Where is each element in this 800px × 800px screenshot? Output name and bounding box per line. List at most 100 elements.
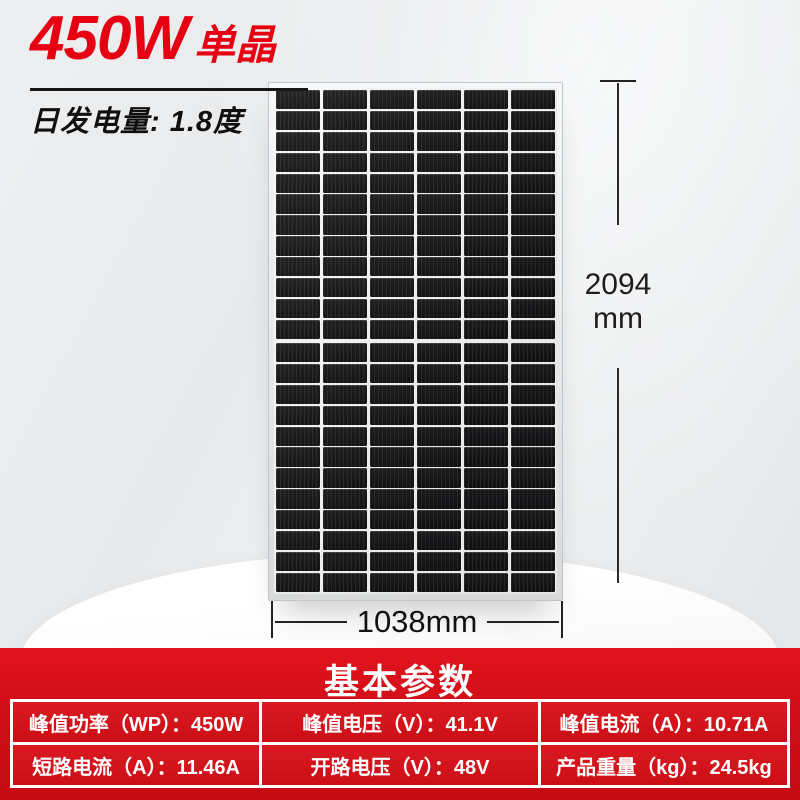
solar-cell [370, 530, 414, 551]
solar-cell [417, 319, 461, 339]
solar-cell [323, 173, 367, 193]
solar-cell [323, 131, 367, 152]
solar-cell [511, 319, 555, 339]
solar-cell [464, 384, 508, 405]
solar-cell [417, 384, 461, 405]
solar-cell [511, 572, 555, 592]
solar-cell [370, 194, 414, 214]
solar-cell [276, 236, 320, 256]
solar-cell [276, 110, 320, 131]
solar-cell [276, 489, 320, 509]
height-unit: mm [593, 302, 643, 335]
solar-cell [323, 319, 367, 339]
solar-cell [276, 551, 320, 572]
solar-cell [276, 257, 320, 277]
solar-cell [370, 510, 414, 530]
solar-cell [417, 257, 461, 277]
solar-cell [464, 277, 508, 298]
solar-cell [323, 468, 367, 488]
solar-cell [464, 152, 508, 172]
solar-cell [511, 447, 555, 467]
dimension-tick-top [600, 80, 636, 82]
dimension-line-lower [617, 368, 619, 583]
solar-cell [276, 298, 320, 319]
solar-cell [323, 572, 367, 592]
solar-cell [417, 551, 461, 572]
solar-cell [370, 363, 414, 384]
solar-cell [323, 405, 367, 425]
solar-cell [511, 257, 555, 277]
solar-cell [323, 152, 367, 172]
solar-cell [464, 194, 508, 214]
solar-cell [464, 131, 508, 152]
power-rating-text: 450W [30, 4, 189, 73]
solar-cell [464, 551, 508, 572]
spec-cell: 产品重量（kg）：24.5kg [540, 745, 787, 785]
solar-cell [417, 173, 461, 193]
solar-cell [464, 405, 508, 425]
solar-cell [370, 110, 414, 131]
solar-cell [323, 257, 367, 277]
solar-cell [370, 173, 414, 193]
solar-cell [323, 530, 367, 551]
spec-cell: 开路电压（V）：48V [262, 745, 538, 785]
solar-panel-glass [274, 88, 557, 594]
solar-cell [370, 131, 414, 152]
solar-cell [417, 194, 461, 214]
solar-cell [417, 489, 461, 509]
solar-cell [417, 572, 461, 592]
spec-cell: 峰值电压（V）：41.1V [262, 702, 538, 742]
spec-cell: 短路电流（A）：11.46A [13, 745, 260, 785]
solar-cell [276, 152, 320, 172]
solar-cell [417, 215, 461, 235]
dimension-line-right [487, 621, 560, 623]
solar-cell [511, 90, 555, 110]
solar-cell [323, 363, 367, 384]
solar-cell [511, 131, 555, 152]
solar-cell [511, 343, 555, 363]
solar-cell [511, 384, 555, 405]
solar-cell [464, 215, 508, 235]
solar-cell [511, 510, 555, 530]
solar-cell [417, 277, 461, 298]
solar-cell [511, 298, 555, 319]
solar-cell [370, 236, 414, 256]
solar-cell [276, 405, 320, 425]
solar-cell [276, 343, 320, 363]
spec-table: 峰值功率（WP）：450W 峰值电压（V）：41.1V 峰值电流（A）：10.71A… [10, 699, 790, 788]
solar-cell [511, 489, 555, 509]
solar-cell [276, 468, 320, 488]
solar-cell [464, 343, 508, 363]
solar-cell [276, 384, 320, 405]
solar-cell [323, 510, 367, 530]
solar-cell [276, 363, 320, 384]
solar-cell [370, 298, 414, 319]
solar-cell [370, 447, 414, 467]
dimension-tick-left [271, 601, 273, 638]
solar-cell [370, 90, 414, 110]
solar-cell [464, 530, 508, 551]
solar-cell [323, 343, 367, 363]
solar-cell [417, 530, 461, 551]
solar-cell [511, 468, 555, 488]
daily-output-label: 日发电量: 1.8度 [30, 106, 244, 138]
solar-cell [511, 551, 555, 572]
dimension-line-left [275, 621, 347, 623]
solar-cell [511, 173, 555, 193]
solar-cell [276, 530, 320, 551]
solar-cell [276, 215, 320, 235]
solar-cell [276, 426, 320, 446]
headline-main: 450W 单晶 [30, 8, 308, 86]
dimension-tick-right [561, 601, 563, 638]
solar-cell [511, 152, 555, 172]
solar-cell [417, 363, 461, 384]
height-value: 2094 [584, 268, 652, 301]
solar-cell [276, 319, 320, 339]
solar-cell [370, 257, 414, 277]
spec-cell: 峰值电流（A）：10.71A [540, 702, 787, 742]
solar-cell [464, 468, 508, 488]
solar-cell [370, 489, 414, 509]
solar-cell [464, 90, 508, 110]
solar-cell [511, 194, 555, 214]
solar-cell [464, 173, 508, 193]
